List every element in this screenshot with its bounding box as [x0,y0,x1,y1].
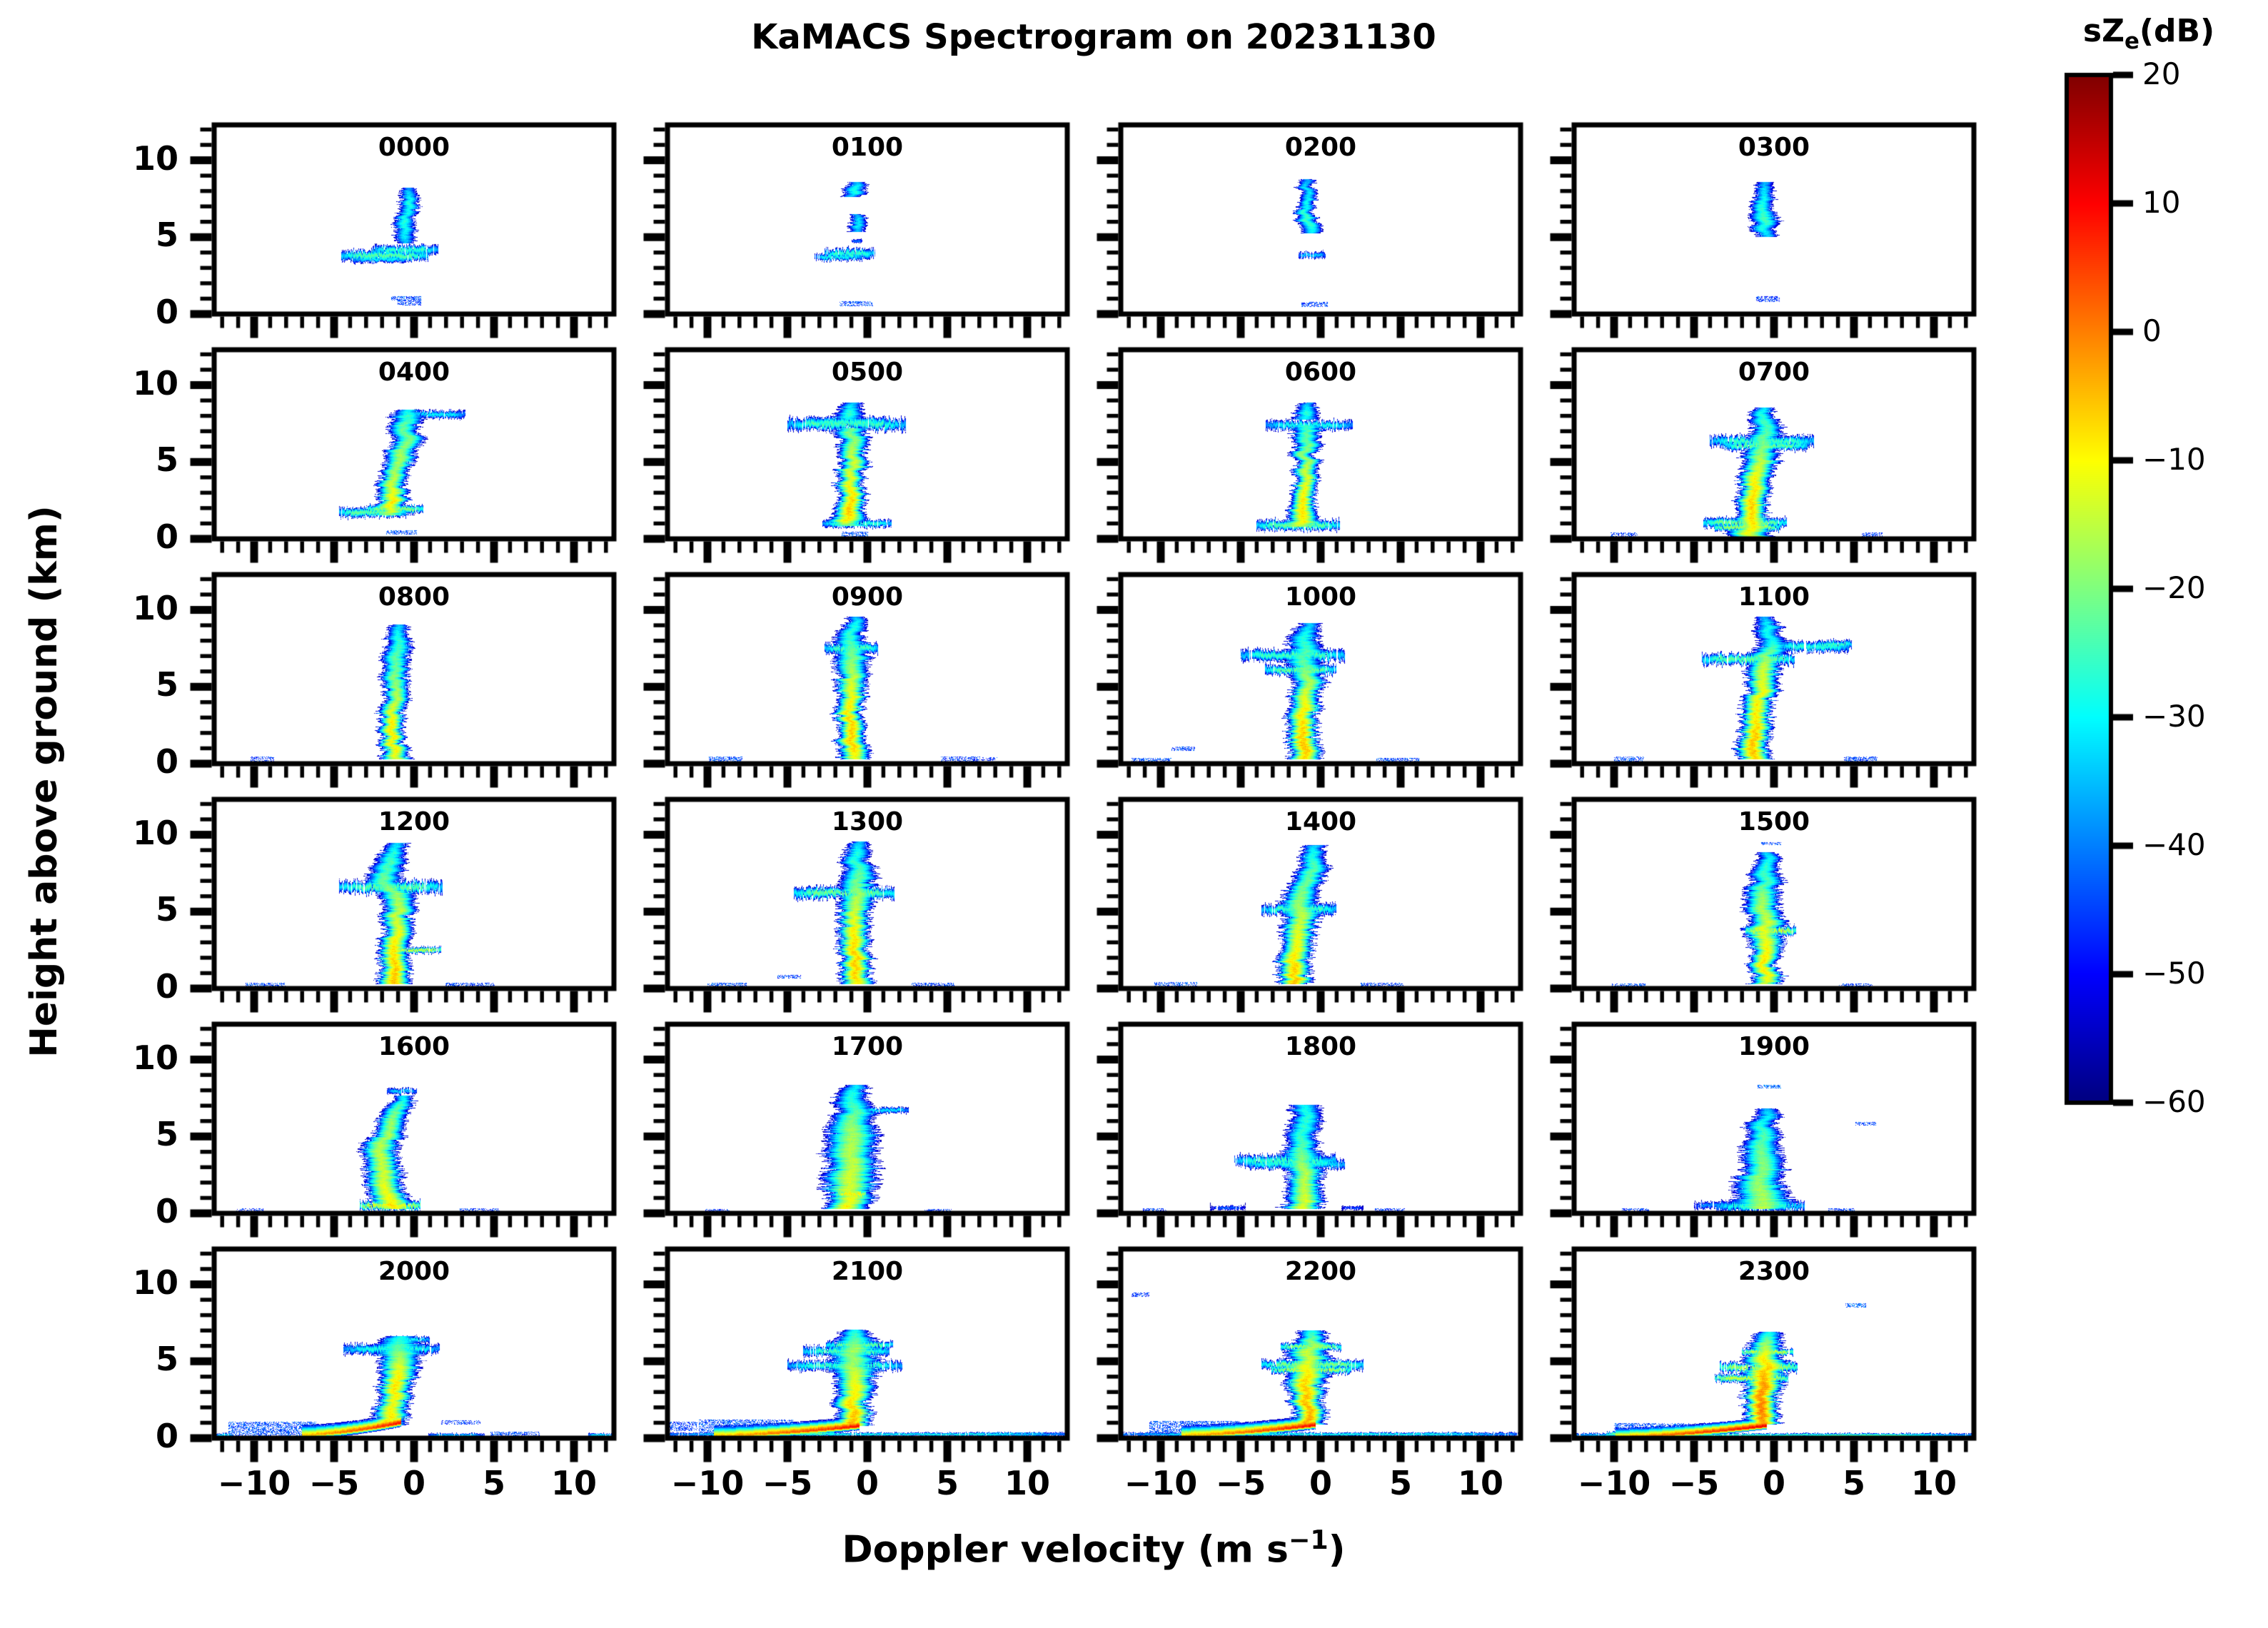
y-tick-label: 0 [155,293,178,331]
y-tick-label: 0 [155,967,178,1006]
y-tick-label: 5 [155,1115,178,1154]
x-tick-label: 0 [1309,1464,1332,1502]
y-tick-label: 10 [132,588,178,627]
panel-time-label: 0700 [1738,358,1810,387]
x-tick-label: −5 [1668,1464,1720,1502]
panel-time-label: 0200 [1284,133,1357,162]
panel-time-label: 1400 [1284,807,1357,836]
y-tick-label: 10 [132,1038,178,1077]
panel-time-label: 0300 [1738,133,1810,162]
y-tick-label: 0 [155,742,178,781]
y-tick-label: 10 [132,363,178,403]
colorbar-tick-label: −30 [2142,699,2206,734]
x-tick-label: −5 [1215,1464,1266,1502]
y-tick-label: 10 [132,138,178,178]
colorbar-tick-label: −60 [2142,1084,2206,1119]
panel-time-label: 2200 [1284,1257,1357,1286]
colorbar-tick-label: −10 [2142,442,2206,477]
panel-time-label: 2000 [378,1257,450,1286]
panel-time-label: 1200 [378,807,450,836]
x-tick-label: 10 [1910,1464,1957,1502]
x-tick-label: 0 [1762,1464,1785,1502]
x-tick-label: 10 [1004,1464,1050,1502]
x-tick-label: −10 [217,1464,291,1502]
panel-time-label: 1500 [1738,807,1810,836]
panel-time-label: 1000 [1284,582,1357,612]
colorbar-tick-label: −50 [2142,956,2206,991]
panel-time-label: 1300 [831,807,904,836]
figure-title: KaMACS Spectrogram on 20231130 [751,17,1436,57]
panel-time-label: 1100 [1738,582,1810,612]
x-tick-label: 10 [550,1464,597,1502]
colorbar-tick-label: 0 [2142,313,2162,348]
colorbar-title: sZe(dB) [2082,13,2215,54]
y-tick-label: 5 [155,890,178,929]
colorbar-tick-label: −40 [2142,827,2206,862]
x-tick-label: 10 [1457,1464,1503,1502]
panel-time-label: 0600 [1284,358,1357,387]
x-axis-title: Doppler velocity (m s−1) [842,1525,1346,1572]
panel-time-label: 0900 [831,582,904,612]
panel-time-label: 1800 [1284,1032,1357,1061]
panel-time-label: 2100 [831,1257,904,1286]
x-tick-label: −10 [1124,1464,1198,1502]
x-tick-label: −10 [670,1464,745,1502]
panel-time-label: 1700 [831,1032,904,1061]
y-tick-label: 0 [155,1192,178,1230]
y-tick-label: 5 [155,216,178,255]
colorbar-tick-label: −20 [2142,570,2206,605]
y-tick-label: 5 [155,440,178,480]
y-tick-label: 0 [155,1417,178,1455]
x-tick-label: −5 [308,1464,360,1502]
x-tick-label: 5 [935,1464,959,1502]
panel-time-label: 0400 [378,358,450,387]
y-tick-label: 5 [155,1340,178,1379]
x-tick-label: 0 [855,1464,879,1502]
y-axis-title: Height above ground (km) [23,505,66,1058]
panel-time-label: 2300 [1738,1257,1810,1286]
panel-time-label: 0500 [831,358,904,387]
y-tick-label: 10 [132,1263,178,1302]
x-tick-label: 5 [1388,1464,1412,1502]
x-tick-label: 5 [1842,1464,1865,1502]
panel-time-label: 0800 [378,582,450,612]
colorbar-tick-label: 10 [2142,185,2181,220]
y-tick-label: 5 [155,665,178,704]
panel-time-label: 0100 [831,133,904,162]
x-tick-label: 5 [482,1464,505,1502]
x-tick-label: −10 [1577,1464,1651,1502]
panel-time-label: 1600 [378,1032,450,1061]
x-tick-label: −5 [762,1464,813,1502]
y-tick-label: 10 [132,813,178,852]
panel-time-label: 1900 [1738,1032,1810,1061]
panel-time-label: 0000 [378,133,450,162]
x-tick-label: 0 [402,1464,425,1502]
colorbar-tick-label: 20 [2142,56,2181,91]
y-tick-label: 0 [155,517,178,556]
